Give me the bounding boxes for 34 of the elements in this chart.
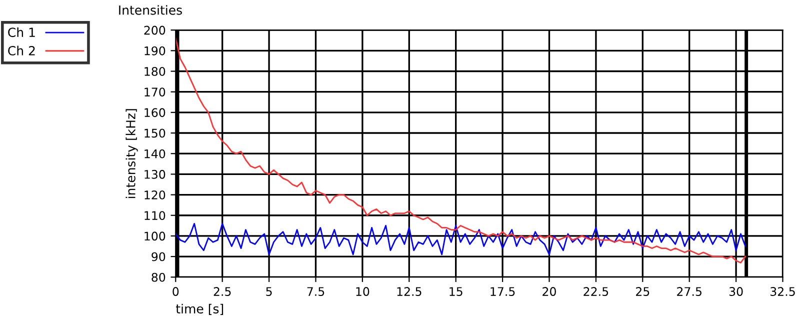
x-tick-label: 10: [356, 287, 370, 296]
legend-label: Ch 2: [8, 46, 35, 56]
x-tick-label: 12.5: [397, 287, 422, 296]
y-tick-label: 180: [144, 66, 166, 76]
y-tick-label: 170: [144, 88, 166, 96]
chart-title: Intensities: [119, 5, 182, 15]
x-tick-label: 15: [450, 287, 462, 296]
y-tick-label: 80: [152, 272, 166, 282]
x-tick-label: 22.5: [584, 287, 608, 296]
y-tick-label: 120: [144, 190, 166, 200]
x-tick-label: 25: [636, 287, 650, 296]
y-axis-title: intensity [kHz]: [126, 109, 138, 198]
x-axis-title: time [s]: [176, 304, 224, 315]
y-tick-label: 100: [144, 232, 166, 241]
y-tick-label: 110: [144, 211, 166, 220]
line-series: [176, 38, 746, 264]
y-tick-label: 190: [144, 46, 166, 56]
x-tick-label: 32.5: [770, 287, 795, 296]
x-tick-label: 0: [172, 287, 179, 296]
x-tick-label: 5: [266, 287, 272, 296]
line-series: [176, 222, 746, 256]
x-tick-label: 30: [729, 287, 743, 296]
x-tick-label: 27.5: [677, 287, 702, 296]
x-tick-label: 20: [542, 287, 556, 296]
y-tick-label: 160: [144, 108, 166, 118]
y-tick-label: 90: [152, 252, 166, 262]
y-tick-label: 150: [144, 128, 166, 138]
y-tick-label: 140: [144, 149, 166, 158]
x-tick-label: 17.5: [490, 287, 515, 296]
legend-label: Ch 1: [8, 27, 35, 38]
x-tick-label: 2.5: [214, 287, 231, 296]
y-tick-label: 130: [144, 170, 166, 179]
y-tick-label: 200: [144, 26, 166, 35]
x-tick-label: 7.5: [307, 287, 324, 296]
